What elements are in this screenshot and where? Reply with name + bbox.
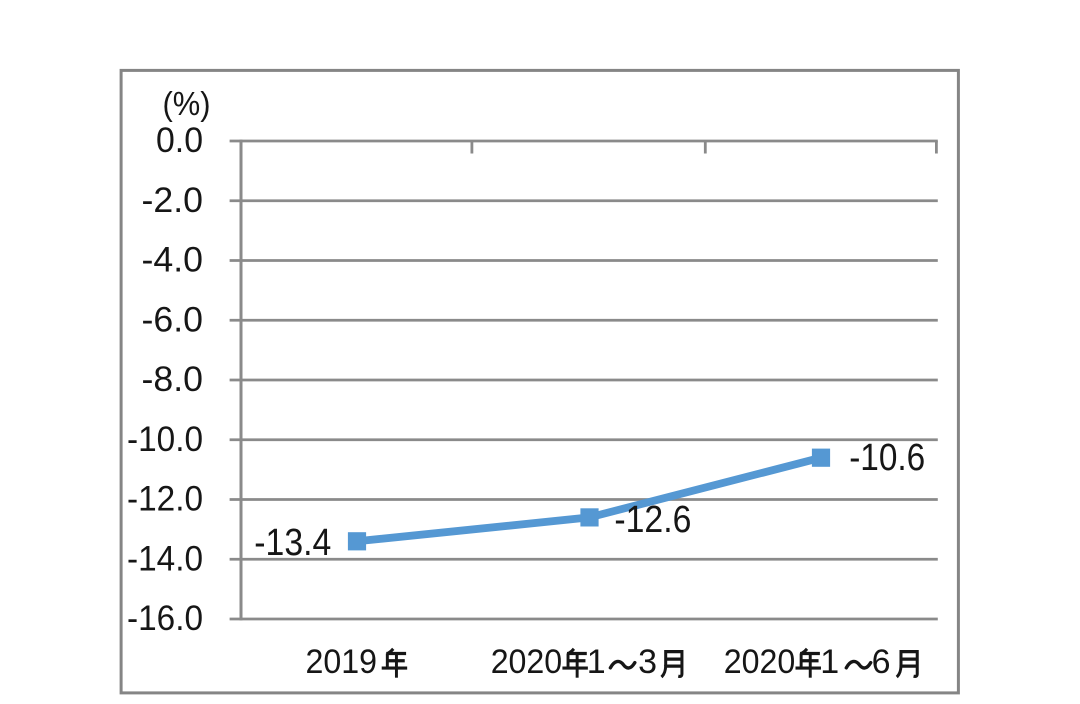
svg-text:6: 6 [872,643,891,681]
svg-text:-12.6: -12.6 [614,499,691,541]
svg-text:2020: 2020 [724,643,796,681]
svg-text:3: 3 [638,643,657,681]
svg-text:-2.0: -2.0 [142,181,204,220]
svg-text:-13.4: -13.4 [254,522,331,564]
svg-text:-10.6: -10.6 [849,437,925,479]
svg-text:-14.0: -14.0 [127,539,203,578]
svg-text:-16.0: -16.0 [127,599,203,638]
svg-text:-10.0: -10.0 [127,420,203,459]
svg-text:0.0: 0.0 [156,121,203,160]
svg-text:2019: 2019 [306,643,378,681]
svg-text:-4.0: -4.0 [142,241,204,280]
svg-text:1: 1 [587,643,606,681]
svg-text:-8.0: -8.0 [142,360,204,399]
svg-text:1: 1 [820,643,839,681]
svg-text:-12.0: -12.0 [127,480,203,519]
svg-text:-6.0: -6.0 [142,300,204,339]
svg-text:2020: 2020 [491,643,563,681]
svg-text:(%): (%) [163,85,211,122]
